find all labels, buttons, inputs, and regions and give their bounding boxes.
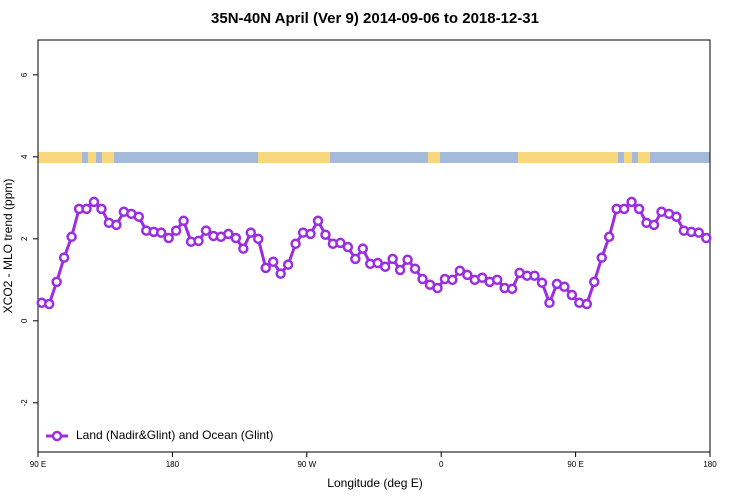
data-point: [559, 281, 570, 293]
y-tick-label: -2: [20, 399, 29, 407]
data-point: [589, 276, 600, 288]
data-point: [58, 252, 70, 263]
data-point: [275, 268, 286, 279]
data-point: [462, 269, 473, 281]
data-point: [529, 270, 540, 281]
y-tick-label: 2: [20, 236, 29, 241]
data-point: [260, 262, 271, 274]
land-band: [258, 152, 330, 163]
data-point: [245, 227, 257, 238]
x-tick-label: 180: [166, 460, 180, 469]
data-point: [96, 203, 107, 215]
data-point: [648, 219, 660, 231]
legend-swatch: [51, 430, 63, 442]
data-point: [671, 211, 682, 222]
land-ocean-strip: [38, 152, 710, 163]
data-point: [155, 227, 167, 238]
data-point: [409, 263, 421, 275]
y-tick-label: 6: [20, 72, 29, 77]
x-tick-label: 90 W: [297, 460, 316, 469]
data-point: [544, 297, 555, 309]
data-point: [454, 265, 466, 277]
data-point: [566, 289, 578, 301]
y-tick-label: 4: [20, 154, 29, 159]
data-point: [357, 243, 369, 254]
data-point: [253, 233, 264, 245]
land-band: [38, 152, 82, 163]
data-point: [603, 231, 615, 243]
data-point: [701, 232, 712, 244]
data-point: [693, 227, 705, 238]
data-point: [320, 229, 331, 240]
data-point: [350, 253, 361, 265]
data-point: [133, 211, 145, 222]
data-point: [230, 232, 242, 244]
data-point: [238, 243, 249, 254]
data-point: [536, 277, 548, 288]
data-point: [626, 196, 637, 208]
data-point: [88, 196, 100, 208]
y-tick-label: 0: [20, 318, 29, 323]
chart-title: 35N-40N April (Ver 9) 2014-09-06 to 2018…: [211, 10, 539, 27]
plot-frame: [37, 39, 711, 453]
x-axis-label: Longitude (deg E): [327, 476, 422, 490]
data-point: [43, 298, 55, 310]
x-tick-label: 0: [439, 460, 444, 469]
data-point: [178, 215, 189, 227]
data-point: [432, 282, 443, 294]
data-point: [267, 256, 279, 268]
data-point: [491, 274, 503, 286]
data-point: [342, 241, 354, 253]
data-point: [282, 259, 294, 270]
data-point: [379, 261, 391, 272]
legend-label: Land (Nadir&Glint) and Ocean (Glint): [76, 428, 273, 442]
land-band: [102, 152, 114, 163]
data-point: [633, 203, 645, 215]
data-point: [447, 274, 458, 286]
data-point: [387, 253, 398, 265]
data-point: [596, 252, 607, 263]
land-band: [518, 152, 618, 163]
y-axis-label: XCO2 - MLO trend (ppm): [1, 179, 15, 314]
data-point: [394, 264, 406, 276]
x-tick-label: 90 E: [30, 460, 46, 469]
data-point: [51, 276, 62, 288]
data-point: [581, 298, 593, 310]
data-point: [200, 225, 212, 236]
data-point: [506, 283, 518, 295]
x-tick-label: 180: [703, 460, 717, 469]
land-band: [638, 152, 650, 163]
data-point: [170, 225, 182, 236]
x-tick-label: 90 E: [567, 460, 583, 469]
data-point: [223, 228, 234, 240]
data-point: [163, 232, 174, 244]
land-band: [624, 152, 632, 163]
data-point: [618, 203, 630, 215]
data-point: [81, 203, 92, 215]
data-point: [477, 272, 488, 284]
data-point: [402, 254, 413, 265]
data-point: [335, 237, 346, 249]
ocean-band: [38, 152, 710, 163]
data-point: [193, 235, 204, 247]
data-point: [312, 215, 324, 227]
data-point: [417, 273, 428, 285]
land-band: [88, 152, 96, 163]
land-band: [428, 152, 440, 163]
data-point: [66, 231, 77, 243]
data-point: [305, 228, 316, 240]
data-point: [290, 238, 301, 249]
data-point: [111, 219, 122, 231]
